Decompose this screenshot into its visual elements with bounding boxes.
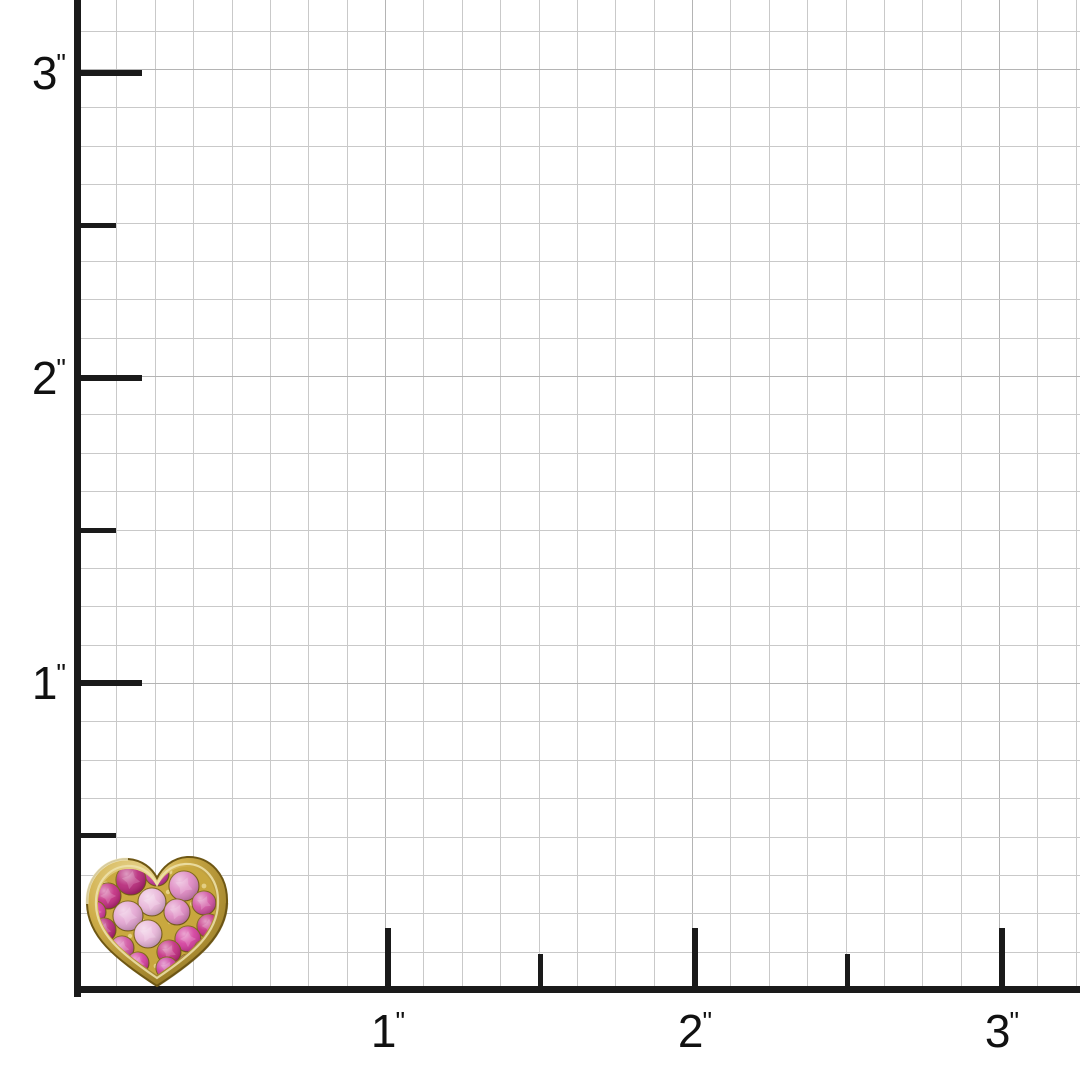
grid-line-vertical xyxy=(615,0,617,990)
gemstone-facet xyxy=(114,940,130,956)
gemstone-facet xyxy=(99,887,117,905)
gemstone-facet xyxy=(179,930,197,948)
y-tick-major-3 xyxy=(80,70,142,76)
grid-line-horizontal xyxy=(78,529,1080,531)
x-axis-line xyxy=(74,986,1080,993)
grid-line-horizontal xyxy=(78,759,1080,761)
gemstone-facet-highlight xyxy=(134,920,162,948)
grid-line-horizontal xyxy=(78,414,1080,416)
grid-line-vertical xyxy=(269,0,271,990)
grid-line-horizontal xyxy=(78,260,1080,262)
grid-line-horizontal xyxy=(78,30,1080,32)
grid-line-vertical xyxy=(883,0,885,990)
grid-line-horizontal xyxy=(78,107,1080,109)
grid-line-vertical xyxy=(538,0,540,990)
grid-line-horizontal xyxy=(78,222,1080,224)
x-tick-major-2 xyxy=(692,928,698,990)
x-tick-major-3 xyxy=(999,928,1005,990)
y-axis-label-1: 1" xyxy=(31,657,66,709)
gemstone-facet xyxy=(169,904,185,920)
grid-line-vertical xyxy=(231,0,233,990)
grid-line-vertical xyxy=(845,0,847,990)
grid-line-vertical xyxy=(1075,0,1077,990)
grid-line-horizontal xyxy=(78,299,1080,301)
grid-line-horizontal xyxy=(78,836,1080,838)
grid-line-vertical xyxy=(768,0,770,990)
grid-line-horizontal xyxy=(78,721,1080,723)
grid-line-horizontal xyxy=(78,951,1080,953)
metal-shadow xyxy=(156,902,229,988)
x-axis-label-1: 1" xyxy=(370,1005,406,1057)
gemstone-facet-highlight xyxy=(192,891,216,915)
grid-line-vertical xyxy=(154,0,156,990)
gemstone-facet xyxy=(201,918,217,934)
grid-line-vertical xyxy=(308,0,310,990)
grid-line-vertical xyxy=(922,0,924,990)
graph-paper-grid xyxy=(78,0,1080,990)
grid-line-horizontal xyxy=(78,683,1080,684)
y-tick-minor-0.5 xyxy=(80,833,116,838)
grid-line-vertical xyxy=(116,0,118,990)
grid-line-vertical xyxy=(653,0,655,990)
gemstone-facet xyxy=(197,896,211,910)
grid-line-vertical xyxy=(960,0,962,990)
grid-line-horizontal xyxy=(78,606,1080,608)
grid-line-horizontal xyxy=(78,874,1080,876)
gemstone-facet xyxy=(175,877,193,895)
grid-line-horizontal xyxy=(78,184,1080,186)
grid-line-horizontal xyxy=(78,452,1080,454)
grid-line-horizontal xyxy=(78,337,1080,339)
grid-line-horizontal xyxy=(78,491,1080,493)
y-axis-label-2: 2" xyxy=(31,352,66,404)
y-tick-minor-1.5 xyxy=(80,528,116,533)
gemstone-facet xyxy=(121,870,141,890)
grid-line-horizontal xyxy=(78,798,1080,800)
gemstone-facet-highlight xyxy=(164,899,190,925)
gemstone-facet xyxy=(140,926,156,942)
gemstone-facet-highlight xyxy=(138,888,166,916)
grid-line-vertical xyxy=(1037,0,1039,990)
grid-line-vertical xyxy=(999,0,1000,990)
x-tick-minor-2.5 xyxy=(845,954,850,990)
grid-line-horizontal xyxy=(78,145,1080,147)
grid-line-vertical xyxy=(346,0,348,990)
gemstone-facet xyxy=(143,893,161,911)
y-axis-label-3: 3" xyxy=(31,47,66,99)
grid-line-vertical xyxy=(385,0,386,990)
y-tick-major-1 xyxy=(80,680,142,686)
grid-line-vertical xyxy=(730,0,732,990)
y-axis-line xyxy=(74,0,81,997)
grid-line-vertical xyxy=(692,0,693,990)
grid-line-vertical xyxy=(423,0,425,990)
grid-line-horizontal xyxy=(78,913,1080,915)
grid-line-vertical xyxy=(461,0,463,990)
grid-line-horizontal xyxy=(78,69,1080,70)
pink-sapphire-heart-charm xyxy=(84,846,230,988)
grid-line-horizontal xyxy=(78,567,1080,569)
grid-line-horizontal xyxy=(78,644,1080,646)
x-tick-minor-1.5 xyxy=(538,954,543,990)
grid-line-vertical xyxy=(576,0,578,990)
gemstone-facet-highlight xyxy=(169,871,199,901)
gemstone-facet-highlight xyxy=(97,901,106,923)
y-tick-major-2 xyxy=(80,375,142,381)
grid-line-vertical xyxy=(500,0,502,990)
gemstone-facet-highlight xyxy=(113,901,143,931)
x-axis-label-2: 2" xyxy=(677,1005,713,1057)
metal-highlight xyxy=(85,857,129,905)
x-axis-label-3: 3" xyxy=(984,1005,1020,1057)
grid-line-horizontal xyxy=(78,376,1080,377)
grid-line-vertical xyxy=(807,0,809,990)
gemstone-facet xyxy=(160,961,174,975)
gemstone-facet xyxy=(162,945,176,959)
x-tick-major-1 xyxy=(385,928,391,990)
y-tick-minor-2.5 xyxy=(80,223,116,228)
grid-line-vertical xyxy=(193,0,195,990)
gemstone-facet-highlight xyxy=(116,866,146,895)
gemstone-facet xyxy=(118,906,138,926)
